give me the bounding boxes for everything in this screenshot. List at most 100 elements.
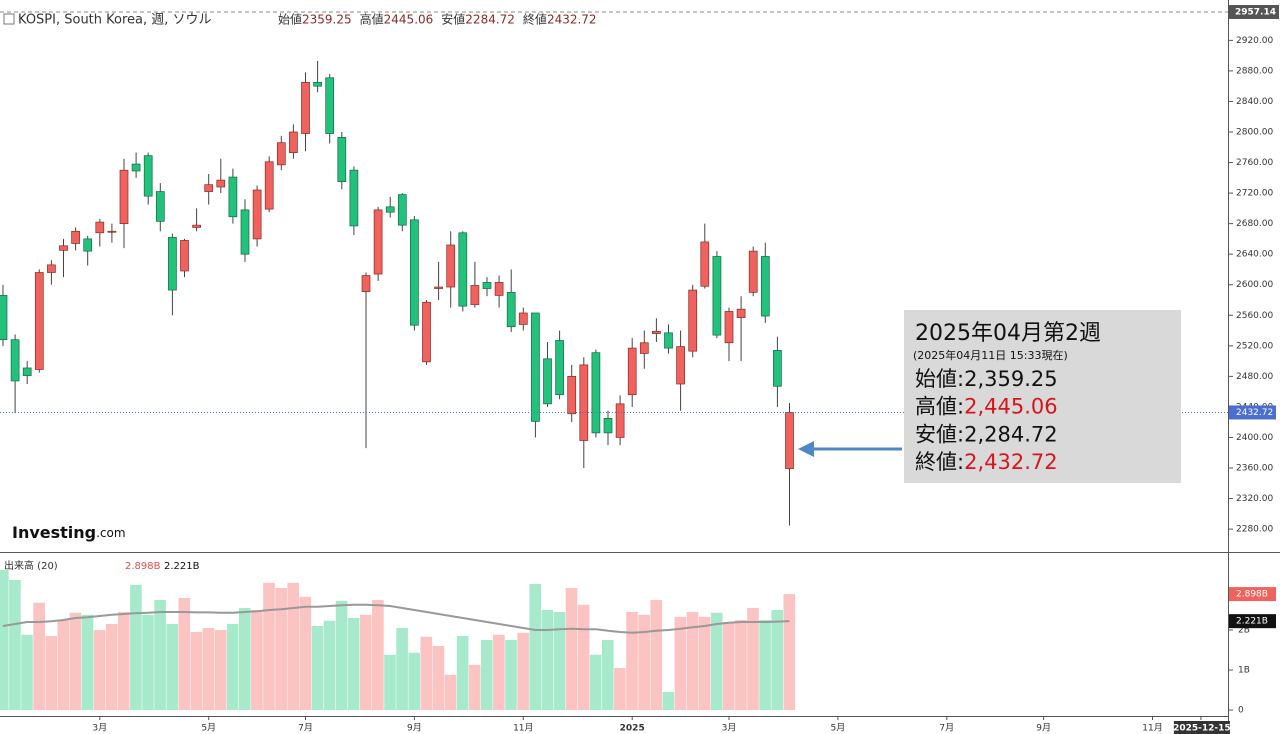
candle-body [700,241,710,287]
volume-bar [674,616,687,710]
volume-bar [93,630,106,710]
candle-body [107,230,117,233]
volume-bar [130,584,142,710]
info-row-value: 2,432.72 [964,450,1058,474]
y-tick-label: 2920.00 [1236,36,1273,46]
info-row-label: 高値 [915,395,957,419]
ohlc-label: 安値 [441,12,465,27]
info-row-sep: : [957,395,964,419]
volume-bar [178,598,191,710]
candle-body [361,275,371,292]
candle-body [47,264,56,273]
chart-title: KOSPI, South Korea, 週, ソウル [18,13,212,28]
current-price-box [1229,405,1276,420]
volume-bar [347,618,360,710]
volume-bar [299,596,312,710]
volume-bar [287,582,299,710]
candle-body [0,295,8,341]
candle-body [216,179,226,188]
candle-body [313,82,322,87]
volume-bar [335,600,348,710]
y-tick-label: 2480.00 [1236,372,1273,382]
y-tick-label: 2320.00 [1236,494,1273,504]
volume-ma-line [2,603,790,634]
x-tick-label: 9月 [1036,723,1051,734]
candle-body [760,256,770,317]
volume-bar [723,622,735,710]
candle-body [34,272,44,370]
candle-body [276,142,286,166]
candle-body [410,219,419,326]
info-row-label: 安値 [915,422,957,446]
info-row-value: 2,359.25 [964,367,1058,391]
volume-bar [771,610,783,710]
volume-bar [69,612,82,710]
candle-body [252,189,262,240]
volume-bar [142,614,154,710]
volume-bar [505,640,517,710]
candle-body [289,131,298,153]
candle-body [567,376,577,415]
y-tick-label: 2880.00 [1236,66,1273,76]
ohlc-label: 終値 [523,12,547,27]
candle-body [228,176,238,218]
info-row-sep: : [957,422,964,446]
ohlc-value: 2284.72 [465,13,515,27]
candle-body [688,289,698,352]
volume-bar [686,612,699,710]
volume-bar [710,612,723,710]
volume-bar [214,630,227,710]
candle-body [470,285,480,305]
volume-bar [529,584,541,710]
candle-body [446,244,456,288]
candle-body [119,169,129,224]
candle-body [422,301,431,363]
vol-tick-label: 1B [1238,666,1250,676]
candle-body [639,342,649,354]
candle-body [240,209,250,255]
volume-bar [759,620,771,710]
info-row-label: 始値 [915,367,957,391]
logo-brand: Investing [12,523,96,542]
candle-body [458,232,468,307]
volume-bar [154,600,166,710]
ma-last-box [1229,614,1276,629]
y-tick-label: 2520.00 [1236,341,1273,351]
candle-body [627,347,637,396]
volume-bar [444,674,457,710]
candle-body [10,339,20,382]
volume-bar [0,570,9,710]
volume-bar [57,620,70,710]
info-row-value: 2,445.06 [964,395,1058,419]
volume-bar [626,612,638,710]
volume-bar [481,640,493,710]
volume-bar [553,612,566,710]
candle-body [434,286,443,289]
volume-bar [493,634,505,710]
volume-bar [698,616,711,710]
volume-bar [239,608,251,710]
volume-bar [602,640,614,710]
ma-last-label: 2.221B [1236,617,1268,627]
candle-body [373,209,383,275]
top-label-box [1229,5,1279,19]
arrow-head [798,441,814,457]
volume-bar [21,634,33,710]
x-tick-label: 7月 [939,723,954,734]
volume-header-last: 2.898B [125,561,161,572]
volume-bar [541,610,554,710]
volume-bar [638,614,650,710]
volume-bar [650,600,662,710]
vol-last-label: 2.898B [1236,590,1268,600]
x-tick-label: 7月 [298,723,313,734]
volume-bar [275,588,287,710]
info-row: 高値:2,445.06 [915,395,1058,419]
volume-bar [118,612,130,710]
candle-body [385,206,395,213]
candle-body [603,418,613,434]
candle-body [506,292,516,328]
candle-body [131,163,141,172]
y-tick-label: 2600.00 [1236,280,1273,290]
volume-bar [735,620,747,710]
ohlc-value: 2445.06 [384,13,434,27]
